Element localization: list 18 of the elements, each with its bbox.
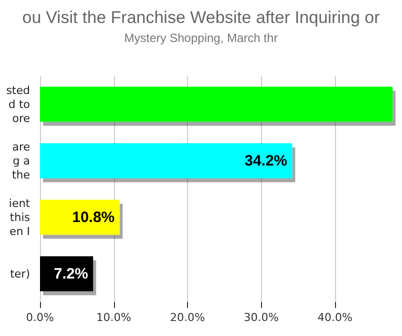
x-tick-label: 10.0% (96, 311, 132, 324)
y-tick-label: sted d to ore (6, 84, 30, 125)
data-label: 10.8% (72, 208, 115, 226)
bar (40, 143, 292, 178)
y-tick-label: are g a the (12, 140, 30, 182)
x-tick-label: 30.0% (244, 311, 279, 324)
bar (40, 256, 94, 292)
y-tick-label: ient this en I (8, 196, 31, 238)
x-tick-label: 0.0% (26, 311, 54, 324)
y-tick-label: ter) (10, 267, 30, 280)
bar (40, 86, 393, 122)
chart-subtitle: Mystery Shopping, March thr (124, 31, 278, 45)
bar (40, 200, 120, 235)
x-tick-label: 20.0% (170, 311, 205, 324)
data-label: 34.2% (244, 152, 288, 170)
x-tick-label: 40.0% (318, 311, 352, 324)
data-label: 7.2% (54, 265, 88, 282)
chart-title: ou Visit the Franchise Website after Inquiring or (22, 8, 380, 27)
